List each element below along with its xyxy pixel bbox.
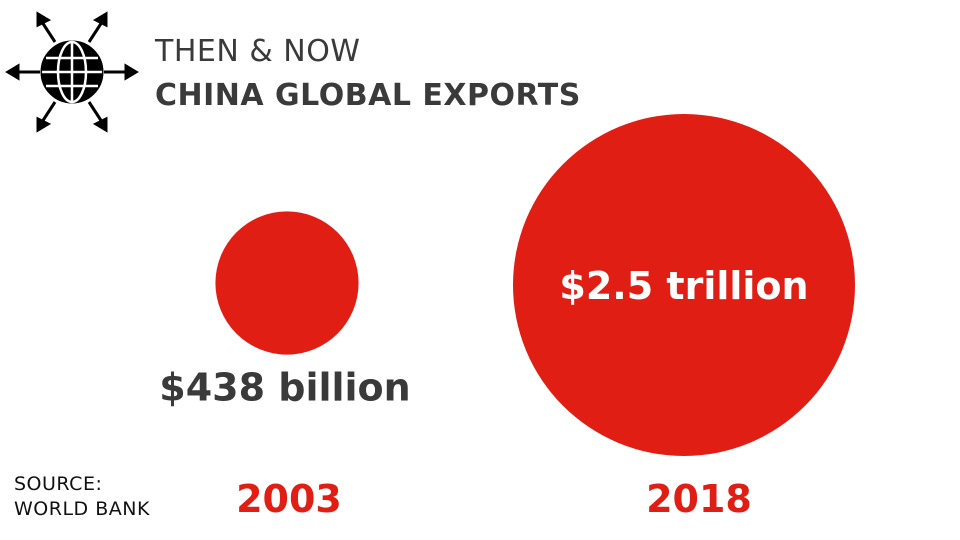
value-label: $438 billion <box>159 366 410 410</box>
title-line2: CHINA GLOBAL EXPORTS <box>155 78 581 113</box>
year-label: 2003 <box>236 477 342 521</box>
source-label: SOURCE: <box>14 473 103 495</box>
bubble-2018 <box>513 114 855 456</box>
source-note: SOURCE: WORLD BANK <box>14 472 150 522</box>
bubble-2003 <box>215 211 359 355</box>
source-name: WORLD BANK <box>14 498 150 520</box>
title-line1: THEN & NOW <box>155 34 361 69</box>
year-label: 2018 <box>646 477 752 521</box>
globe-export-arrows-icon <box>5 11 139 133</box>
value-label: $2.5 trillion <box>559 264 808 308</box>
